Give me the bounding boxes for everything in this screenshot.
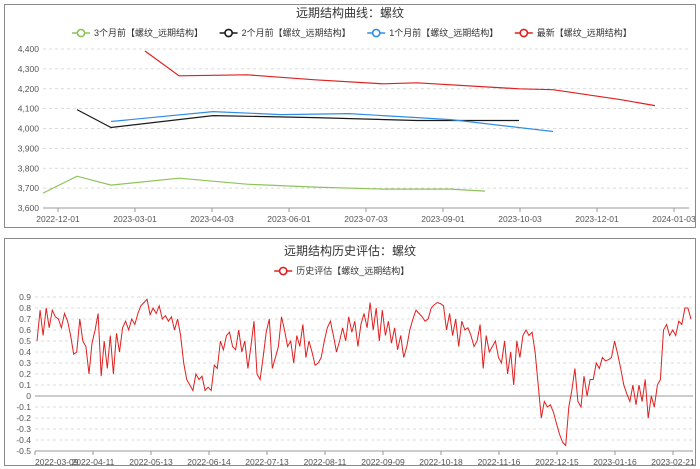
legend-item: 2个月前【螺纹_远期结构】	[219, 27, 351, 38]
x-tick-label: 2022-12-01	[36, 214, 80, 224]
history-eval-panel: 远期结构历史评估：螺纹历史评估【螺纹_远期结构】 -0.5 -0.4 -0.3 -0.2…	[4, 238, 696, 466]
series-line-2	[110, 110, 554, 133]
y-tick-label: 0	[26, 391, 31, 401]
y-tick-label: -0.1	[16, 402, 31, 412]
y-tick-label: 0.1	[19, 380, 31, 390]
x-tick-label: 2023-04-03	[190, 214, 234, 224]
x-tick-label: 2023-09-01	[421, 214, 465, 224]
y-tick-label: 4,200	[18, 84, 40, 94]
legend-item: 最新【螺纹_远期结构】	[514, 27, 632, 38]
y-tick-label: 4,000	[18, 124, 40, 134]
x-tick-label: 2023-01-16	[593, 457, 637, 465]
series-line-1	[76, 109, 519, 129]
x-tick-label: 2022-09-09	[361, 457, 405, 465]
series-line-0	[36, 298, 692, 447]
forward-curve-chart: 远期结构曲线：螺纹 3个月前【螺纹_远期结构】 2个月前【螺纹_远期结构】 1个月前【…	[18, 5, 695, 224]
x-tick-label: 2024-01-03	[652, 214, 695, 224]
y-tick-label: 3,600	[18, 203, 40, 213]
x-tick-label: 2022-06-14	[187, 457, 231, 465]
y-tick-label: -0.5	[16, 446, 31, 456]
y-tick-label: 4,300	[18, 64, 40, 74]
legend-swatch-marker	[76, 28, 86, 38]
legend-label: 1个月前【螺纹_远期结构】	[389, 27, 498, 38]
y-tick-label: 0.2	[19, 369, 31, 379]
x-tick-label: 2023-07-03	[344, 214, 388, 224]
y-tick-label: 0.8	[19, 303, 31, 313]
legend-swatch-marker	[278, 266, 288, 276]
x-tick-label: 2023-02-21	[651, 457, 695, 465]
y-tick-label: 4,100	[18, 104, 40, 114]
legend-swatch-marker	[371, 28, 381, 38]
y-tick-label: 0.6	[19, 325, 31, 335]
y-tick-label: 3,900	[18, 143, 40, 153]
y-tick-label: 4,400	[18, 44, 40, 54]
y-tick-label: 3,700	[18, 183, 40, 193]
x-tick-label: 2023-10-03	[498, 214, 542, 224]
y-tick-label: 0.9	[19, 292, 31, 302]
y-tick-label: 0.7	[19, 314, 31, 324]
legend-swatch-marker	[519, 28, 529, 38]
y-tick-label: -0.3	[16, 424, 31, 434]
series-line-3	[144, 50, 656, 107]
x-tick-label: 2022-12-15	[535, 457, 579, 465]
x-tick-label: 2022-08-11	[304, 457, 347, 465]
series-line-0	[42, 175, 486, 194]
y-tick-label: -0.2	[16, 413, 31, 423]
x-tick-label: 2022-07-13	[245, 457, 289, 465]
y-tick-label: 0.4	[19, 347, 31, 357]
y-tick-label: 0.3	[19, 358, 31, 368]
y-tick-label: -0.4	[16, 435, 31, 445]
x-tick-label: 2023-12-01	[575, 214, 619, 224]
x-tick-label: 2022-04-11	[72, 457, 115, 465]
forward-curve-panel: 远期结构曲线：螺纹 3个月前【螺纹_远期结构】 2个月前【螺纹_远期结构】 1个月前【…	[4, 4, 696, 228]
legend-swatch-marker	[224, 28, 233, 38]
x-tick-label: 2022-11-16	[478, 457, 521, 465]
x-tick-label: 2023-03-01	[113, 214, 157, 224]
legend-label: 历史评估【螺纹_远期结构】	[296, 265, 409, 276]
x-tick-label: 2022-03-09	[35, 457, 79, 465]
y-tick-label: 0.5	[19, 336, 31, 346]
legend-label: 3个月前【螺纹_远期结构】	[94, 27, 203, 38]
y-tick-label: 3,800	[18, 163, 40, 173]
legend-item: 历史评估【螺纹_远期结构】	[274, 265, 409, 276]
legend-item: 1个月前【螺纹_远期结构】	[367, 27, 498, 38]
chart-title: 远期结构曲线：螺纹	[296, 5, 404, 20]
x-tick-label: 2022-10-18	[419, 457, 463, 465]
legend-label: 2个月前【螺纹_远期结构】	[242, 27, 351, 38]
legend-label: 最新【螺纹_远期结构】	[537, 27, 632, 38]
chart-title: 远期结构历史评估：螺纹	[284, 243, 416, 258]
legend-item: 3个月前【螺纹_远期结构】	[72, 27, 203, 38]
x-tick-label: 2022-05-13	[129, 457, 173, 465]
x-tick-label: 2023-06-01	[267, 214, 311, 224]
